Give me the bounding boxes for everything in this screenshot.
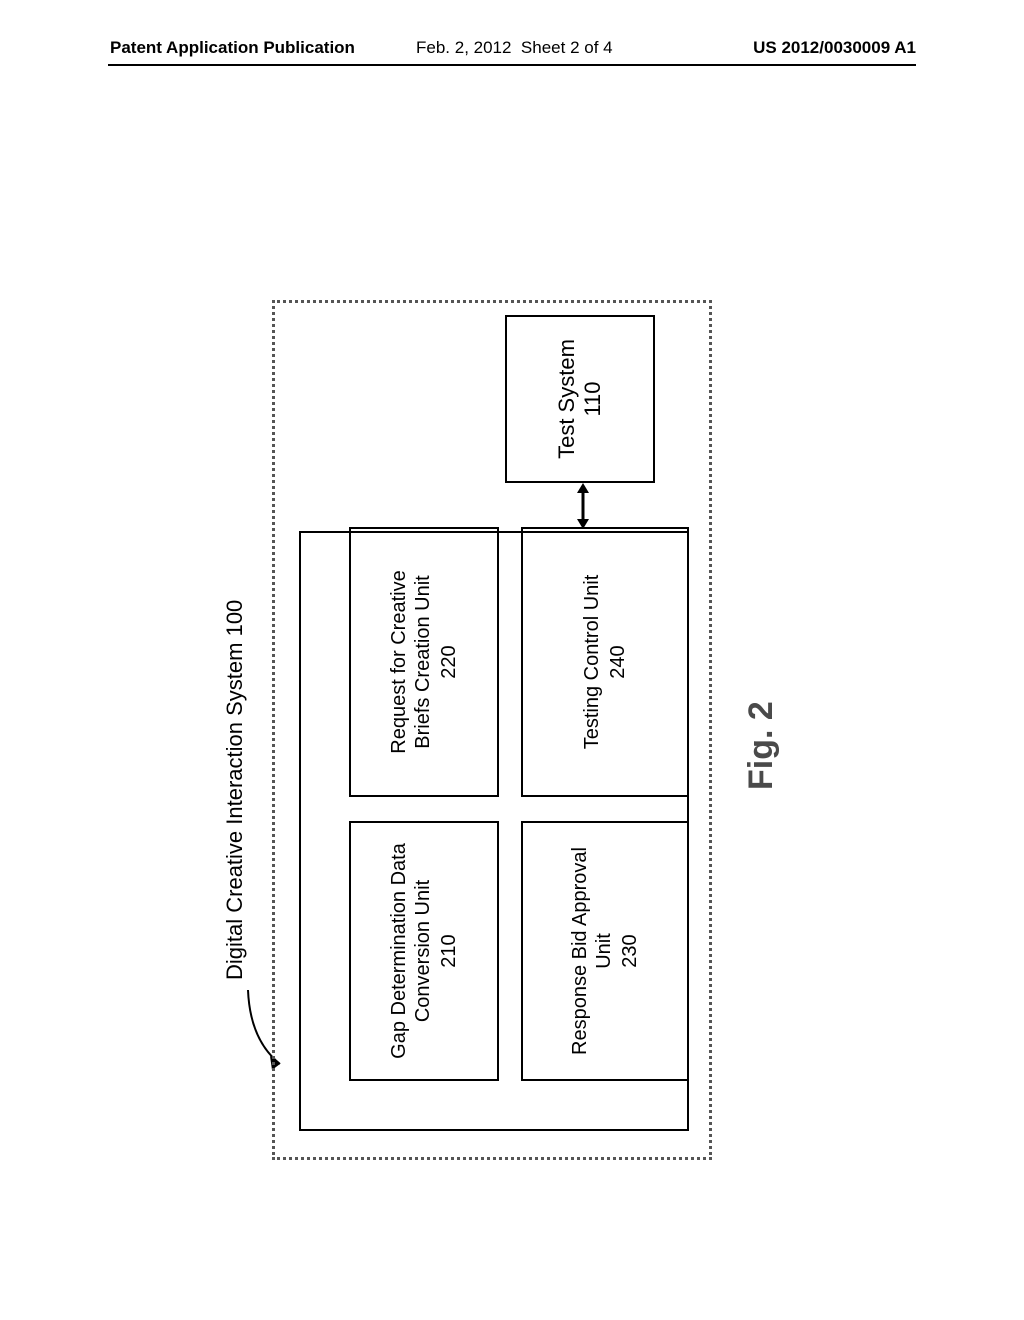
header-right-text: US 2012/0030009 A1 — [753, 38, 916, 58]
unit-220-num: 220 — [437, 645, 461, 678]
unit-240-line1: Testing Control Unit — [580, 575, 604, 750]
unit-testing-control: Testing Control Unit 240 — [521, 527, 689, 797]
header-date: Feb. 2, 2012 — [416, 38, 511, 57]
unit-210-num: 210 — [437, 934, 461, 967]
unit-230-num: 230 — [618, 934, 642, 967]
diagram-rotated-container: Digital Creative Interaction System 100 … — [232, 280, 792, 1180]
test-system-num: 110 — [580, 381, 606, 416]
unit-210-line1: Gap Determination Data — [387, 843, 411, 1059]
unit-response-bid-approval: Response Bid Approval Unit 230 — [521, 821, 689, 1081]
unit-230-line1: Response Bid Approval — [568, 847, 592, 1055]
figure-label: Fig. 2 — [742, 701, 781, 790]
unit-230-line2: Unit — [592, 933, 616, 969]
unit-210-line2: Conversion Unit — [411, 880, 435, 1022]
main-unit-container: Gap Determination Data Conversion Unit 2… — [299, 531, 689, 1131]
unit-gap-determination: Gap Determination Data Conversion Unit 2… — [349, 821, 499, 1081]
test-system-line1: Test System — [554, 339, 580, 459]
unit-220-line1: Request for Creative — [387, 570, 411, 753]
unit-request-creative-briefs: Request for Creative Briefs Creation Uni… — [349, 527, 499, 797]
header-left-text: Patent Application Publication — [110, 38, 355, 58]
unit-220-line2: Briefs Creation Unit — [411, 575, 435, 748]
system-label: Digital Creative Interaction System 100 — [222, 600, 248, 980]
system-dashed-boundary: Gap Determination Data Conversion Unit 2… — [272, 300, 712, 1160]
header-mid-text: Feb. 2, 2012 Sheet 2 of 4 — [416, 38, 613, 58]
double-arrow-icon — [571, 483, 595, 529]
unit-test-system: Test System 110 — [505, 315, 655, 483]
header-rule — [108, 64, 916, 66]
header-sheet: Sheet 2 of 4 — [521, 38, 613, 57]
diagram: Digital Creative Interaction System 100 … — [232, 280, 792, 1180]
unit-240-num: 240 — [606, 645, 630, 678]
